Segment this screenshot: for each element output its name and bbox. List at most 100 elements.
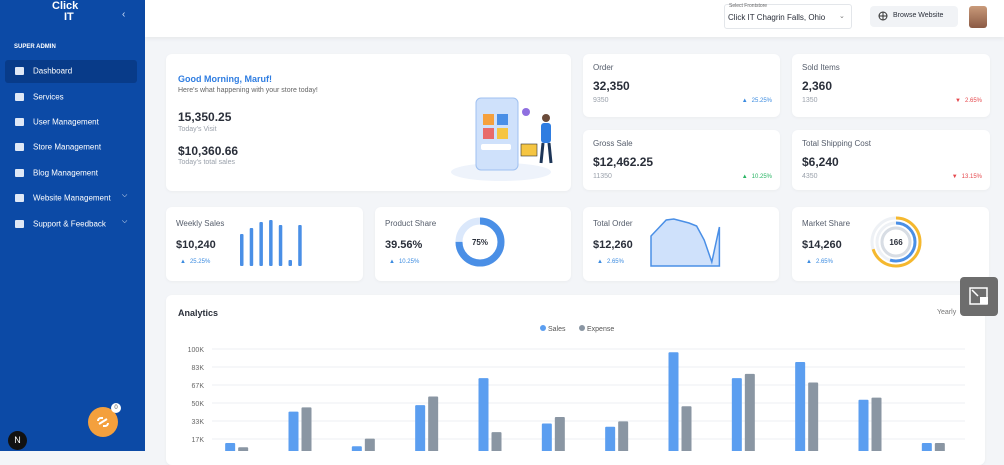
y-tick-label: 67K: [192, 383, 205, 390]
stat-label: Today's Visit: [178, 126, 217, 133]
sparkbar: [288, 260, 292, 266]
bar: [858, 399, 869, 451]
menu-icon: [15, 93, 24, 101]
globe-icon: [878, 11, 888, 21]
ring: [875, 221, 917, 263]
bar: [478, 378, 489, 451]
menu-icon: [15, 143, 24, 151]
legend-marker: [540, 325, 546, 331]
mini-label: Product Share: [385, 219, 437, 228]
mini-value: $10,240: [176, 239, 216, 251]
bar: [795, 361, 806, 451]
sparkbar: [259, 222, 263, 266]
trend-arrow: ▼: [951, 174, 958, 180]
stat-card: Gross Sale $12,462.25 11350 ▲ 10.25%: [583, 130, 780, 190]
chevron: ⌄: [839, 13, 845, 20]
menu-item[interactable]: Store Management: [33, 142, 102, 152]
legend-label: Sales: [548, 326, 566, 333]
menu-icon: [15, 118, 24, 126]
mini-change: ▲ 25.25%: [180, 259, 211, 265]
greeting-card: Good Morning, Maruf! Here's what happeni…: [166, 54, 571, 191]
stat-value: $12,462.25: [593, 155, 654, 169]
stat-card: Sold Items 2,360 1350 ▼ 2.65%: [792, 54, 990, 117]
menu-icon: [15, 220, 24, 228]
menu-item[interactable]: Support & Feedback: [33, 219, 106, 229]
bar: [541, 423, 552, 451]
bar: [238, 447, 249, 451]
mini-value: $14,260: [802, 239, 842, 251]
donut-label: 75%: [472, 238, 488, 247]
store-name: Click IT Chagrin Falls, Ohio: [728, 13, 826, 22]
menu-item[interactable]: Services: [33, 92, 64, 102]
pip-button[interactable]: [960, 277, 998, 316]
stat-sub: 11350: [593, 173, 612, 180]
y-tick-label: 17K: [192, 437, 205, 444]
sparkbar: [298, 225, 302, 266]
stat-label: Today's total sales: [178, 159, 235, 166]
store-label: Select Frontstore: [729, 3, 768, 9]
menu-icon: [15, 194, 24, 202]
bar: [301, 407, 312, 451]
bar: [731, 378, 742, 451]
stat-value: 32,350: [593, 79, 630, 93]
legend-label: Expense: [587, 326, 614, 333]
ring: [880, 226, 912, 258]
ring: [870, 216, 922, 268]
menu-item[interactable]: Website Management: [33, 193, 111, 203]
stat-sub: 9350: [593, 97, 609, 104]
user-avatar[interactable]: [969, 6, 987, 28]
store-select[interactable]: Select Frontstore Click IT Chagrin Falls…: [724, 3, 852, 29]
mini-label: Total Order: [593, 219, 633, 228]
active-item[interactable]: [5, 60, 137, 83]
y-tick-label: 50K: [192, 401, 205, 408]
mini-label: Weekly Sales: [176, 219, 225, 228]
browse-button[interactable]: Browse Website: [870, 6, 958, 27]
bar: [491, 432, 502, 451]
illustration: [451, 97, 553, 181]
stat-value: 2,360: [802, 79, 833, 93]
menu-icon: [15, 169, 24, 177]
topbar: Select Frontstore Click IT Chagrin Falls…: [145, 0, 1004, 37]
bar: [428, 396, 439, 451]
sparkbar: [269, 220, 273, 266]
bar: [618, 421, 629, 451]
bar: [668, 352, 679, 451]
greeting-title: Good Morning, Maruf!: [178, 74, 272, 84]
mini-value: 39.56%: [385, 239, 423, 251]
period-select[interactable]: Yearly: [937, 309, 957, 316]
graphics: 75% 166 17K 33K 50K 67K 83K 100K Sales Expense: [188, 216, 965, 451]
mini-value: $12,260: [593, 239, 633, 251]
bar: [415, 405, 426, 451]
mini-change: ▲ 2.65%: [597, 259, 624, 265]
logo: Click IT: [52, 1, 78, 23]
menu-item[interactable]: User Management: [33, 117, 99, 127]
greeting-subtitle: Here's what happening with your store to…: [178, 87, 318, 94]
menu-item[interactable]: Dashboard: [33, 66, 73, 76]
bar: [744, 373, 755, 451]
mini-change: ▲ 10.25%: [389, 259, 420, 265]
logo-text: IT: [64, 11, 74, 23]
collapse-button[interactable]: ‹: [122, 9, 126, 20]
trend-arrow: ▲: [597, 259, 603, 265]
mini-card: Weekly Sales $10,240 ▲ 25.25%: [166, 207, 363, 281]
menu-chevron[interactable]: ⌵: [122, 218, 128, 225]
stat-label: Sold Items: [802, 63, 840, 72]
bar: [605, 426, 616, 451]
y-tick-label: 83K: [192, 365, 205, 372]
bar: [351, 446, 362, 451]
bar: [934, 442, 945, 451]
menu-item[interactable]: Blog Management: [33, 168, 98, 178]
bar: [921, 442, 932, 451]
stat-card: Total Shipping Cost $6,240 4350 ▼ 13.15%: [792, 130, 990, 190]
avatar-badge[interactable]: N: [8, 431, 27, 450]
menu-chevron[interactable]: ⌵: [122, 192, 128, 199]
trend-arrow: ▲: [389, 259, 395, 265]
trend-arrow: ▲: [741, 98, 748, 104]
trend-arrow: ▲: [741, 174, 748, 180]
menu-icon: [15, 67, 24, 75]
trend-arrow: ▲: [180, 259, 186, 265]
y-tick-label: 100K: [188, 347, 205, 354]
donut-arc: [455, 217, 505, 267]
area-fill: [650, 218, 721, 267]
stat-label: Gross Sale: [593, 139, 633, 148]
